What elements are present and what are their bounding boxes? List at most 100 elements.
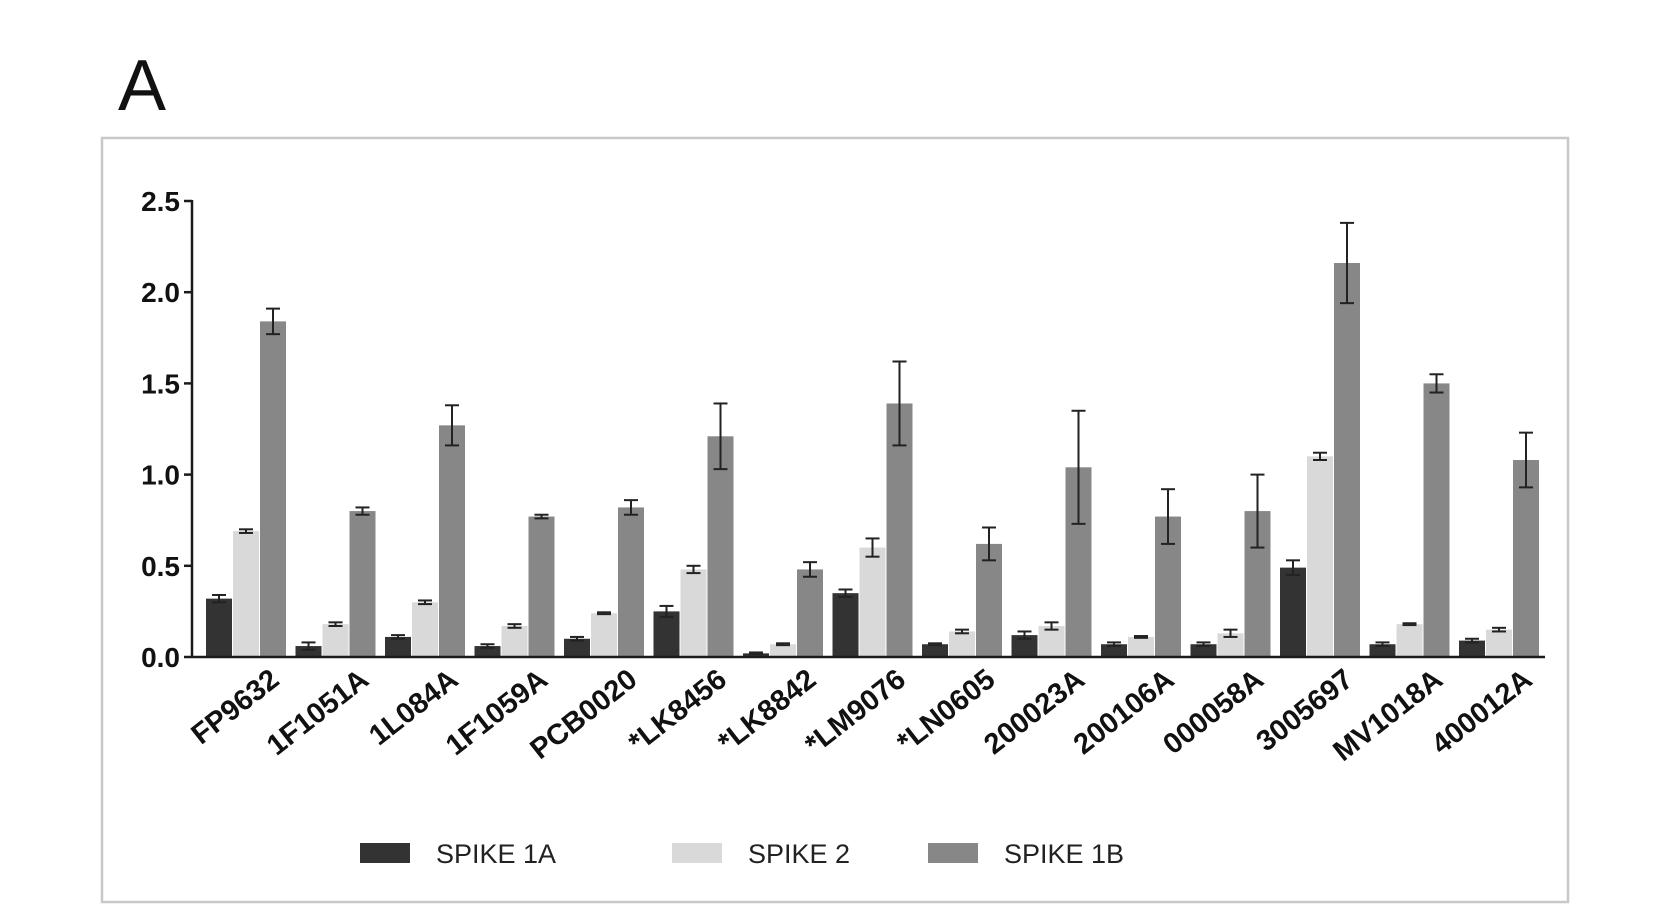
bar-spike-1a-3005697 (1280, 567, 1306, 657)
error-bar-spike-1a-3005697 (1286, 559, 1300, 576)
error-bar-spike-1a-pcb0020 (570, 635, 584, 642)
error-bar-spike-1a-200106a (1107, 641, 1121, 648)
legend: SPIKE 1A SPIKE 2 SPIKE 1B (360, 839, 1124, 869)
axes-layer (190, 200, 1545, 659)
error-bar-spike-2-mv1018a (1402, 622, 1417, 627)
error-bar-spike-2-lk8842 (776, 642, 790, 647)
legend-item-spike-1b: SPIKE 1B (928, 839, 1124, 869)
y-axis-ticks: 0.0 0.5 1.0 1.5 2.0 2.5 (141, 186, 192, 673)
error-bar-spike-1a-fp9632 (212, 593, 226, 604)
bar-spike-2-lm9076 (859, 547, 886, 657)
bar-spike-1b-1l084a (439, 425, 465, 657)
bar-spike-1b-mv1018a (1423, 383, 1450, 657)
legend-label: SPIKE 1B (1004, 839, 1124, 869)
bar-spike-1b-lk8842 (797, 569, 823, 657)
error-bar-spike-1b-1f1059a (534, 513, 549, 520)
bar-spike-1b-1f1059a (528, 516, 555, 657)
error-bar-spike-2-1l084a (418, 599, 432, 606)
error-bar-spike-2-200106a (1134, 635, 1148, 639)
y-tick-label: 1.0 (141, 460, 180, 491)
bar-spike-2-lk8456 (680, 569, 707, 657)
y-tick-label: 2.5 (141, 186, 180, 217)
error-bar-spike-1a-000058a (1196, 641, 1211, 648)
error-bar-spike-1a-mv1018a (1375, 641, 1390, 648)
bar-spike-2-mv1018a (1396, 624, 1423, 657)
bar-spike-2-ln0605 (949, 631, 975, 657)
error-bar-spike-2-ln0605 (955, 628, 969, 635)
bar-spike-1a-200106a (1101, 644, 1127, 657)
legend-item-spike-2: SPIKE 2 (672, 839, 850, 869)
error-bar-spike-1b-lk8456 (713, 402, 728, 471)
bar-spike-2-fp9632 (233, 531, 259, 657)
bar-spike-1b-ln0605 (976, 543, 1002, 657)
bar-spike-1b-400012a (1513, 460, 1539, 657)
bar-spike-2-1f1051a (322, 624, 349, 657)
bar-spike-2-lk8842 (770, 644, 796, 657)
error-bar-spike-1b-lm9076 (892, 360, 907, 447)
legend-label: SPIKE 2 (748, 839, 850, 869)
bar-spike-2-1l084a (412, 602, 438, 657)
error-bar-spike-1a-200023a (1017, 630, 1032, 640)
error-bar-spike-2-fp9632 (239, 528, 253, 534)
bar-spike-2-200023a (1038, 625, 1065, 657)
bar-spike-2-400012a (1486, 629, 1512, 657)
bar-spike-1a-ln0605 (922, 644, 948, 657)
error-bar-spike-1b-1f1051a (355, 506, 370, 516)
bar-spike-1a-400012a (1459, 640, 1485, 657)
y-tick-label: 0.0 (141, 642, 180, 673)
bar-spike-1a-pcb0020 (564, 638, 590, 657)
bar-spike-2-000058a (1217, 633, 1244, 657)
legend-item-spike-1a: SPIKE 1A (360, 839, 556, 869)
legend-swatch (672, 843, 722, 863)
bar-spike-1b-1f1051a (349, 511, 376, 657)
error-bar-spike-2-200023a (1044, 621, 1059, 631)
error-bar-spike-1b-fp9632 (266, 307, 280, 336)
bar-spike-1b-fp9632 (260, 321, 286, 657)
error-bar-spike-2-lm9076 (865, 537, 880, 558)
y-tick-label: 0.5 (141, 551, 180, 582)
error-bar-spike-2-pcb0020 (597, 611, 611, 616)
bar-spike-1a-lm9076 (832, 593, 859, 657)
error-bar-spike-1a-lm9076 (838, 588, 853, 598)
error-bar-spike-1a-lk8842 (749, 651, 763, 656)
bar-spike-2-pcb0020 (591, 613, 617, 657)
error-bar-spike-1a-lk8456 (659, 604, 674, 618)
error-bar-spike-1a-1l084a (391, 634, 405, 640)
error-bar-spike-1b-200023a (1071, 409, 1086, 525)
bar-spike-1a-1l084a (385, 636, 411, 657)
legend-swatch (360, 843, 410, 863)
bar-spike-1a-1f1051a (295, 646, 322, 657)
error-bar-spike-1b-lk8842 (803, 561, 817, 578)
error-bar-spike-1a-1f1051a (301, 641, 316, 651)
y-tick-label: 2.0 (141, 277, 180, 308)
error-bar-spike-2-lk8456 (686, 564, 701, 575)
error-bar-spike-1b-000058a (1250, 473, 1265, 549)
bar-spike-2-200106a (1128, 636, 1154, 657)
error-bar-spike-2-400012a (1492, 626, 1506, 633)
error-bar-spike-1b-pcb0020 (624, 499, 638, 516)
bar-spike-1a-1f1059a (474, 646, 501, 657)
error-bar-spike-1b-200106a (1161, 488, 1175, 545)
legend-swatch (928, 843, 978, 863)
bar-spike-1a-200023a (1011, 635, 1038, 657)
error-bar-spike-2-000058a (1223, 628, 1238, 638)
bar-spike-1b-lk8456 (707, 436, 734, 657)
error-bar-spike-1b-mv1018a (1429, 373, 1444, 394)
bar-spike-2-3005697 (1307, 456, 1333, 657)
error-bar-spike-1b-ln0605 (982, 526, 996, 562)
bar-spike-2-1f1059a (501, 625, 528, 657)
bar-spike-1a-mv1018a (1369, 644, 1396, 657)
error-bar-spike-2-1f1051a (328, 621, 343, 627)
error-bar-spike-1b-400012a (1519, 431, 1533, 489)
error-bar-spike-2-1f1059a (507, 623, 522, 629)
error-bar-spike-1a-ln0605 (928, 642, 942, 647)
error-bars-layer (212, 221, 1533, 656)
error-bar-spike-1b-1l084a (445, 404, 459, 447)
bar-spike-1a-fp9632 (206, 598, 232, 657)
error-bar-spike-1a-400012a (1465, 637, 1479, 644)
bar-spike-1b-3005697 (1334, 263, 1360, 657)
y-tick-label: 1.5 (141, 368, 180, 399)
error-bar-spike-1a-1f1059a (480, 643, 495, 649)
bar-spike-1b-pcb0020 (618, 507, 644, 657)
